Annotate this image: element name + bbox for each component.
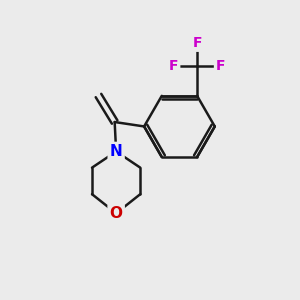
Text: F: F	[192, 36, 202, 50]
Text: O: O	[110, 206, 123, 221]
Text: F: F	[216, 59, 225, 74]
Text: F: F	[169, 59, 178, 74]
Text: N: N	[110, 144, 122, 159]
